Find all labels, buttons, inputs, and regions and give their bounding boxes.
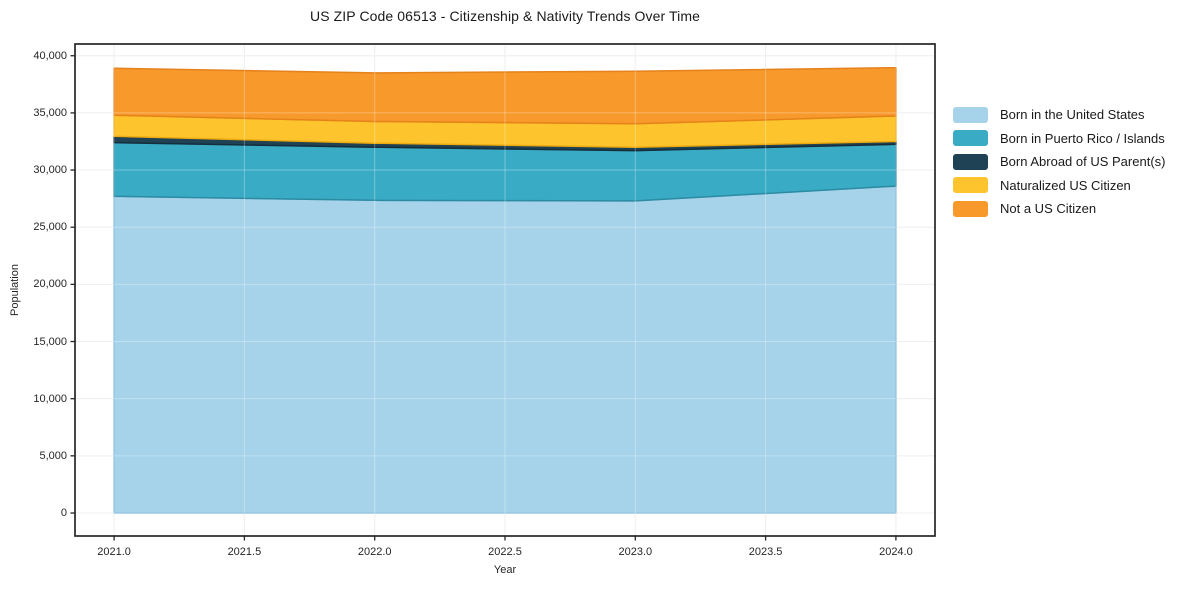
area-series-4 (113, 66, 897, 125)
chart-title: US ZIP Code 06513 - Citizenship & Nativi… (309, 8, 701, 24)
legend-item: Born Abroad of US Parent(s) (953, 150, 1165, 174)
legend-item: Not a US Citizen (953, 197, 1165, 221)
legend-label: Born in the United States (1000, 107, 1145, 123)
x-tick-label: 2021.5 (227, 546, 262, 558)
legend-label: Naturalized US Citizen (1000, 177, 1131, 193)
x-axis-label: Year (493, 564, 517, 576)
y-tick-label: 20,000 (33, 278, 67, 291)
legend-item: Born in Puerto Rico / Islands (953, 127, 1165, 151)
x-tick-label: 2024.0 (879, 546, 913, 558)
legend: Born in the United States Born in Puerto … (953, 103, 1165, 221)
y-tick-label: 25,000 (33, 221, 67, 234)
y-axis-label: Population (9, 264, 21, 316)
legend-swatch (953, 153, 988, 170)
legend-swatch (953, 200, 988, 217)
y-tick-label: 30,000 (33, 164, 67, 177)
x-tick-label: 2023.5 (748, 546, 783, 558)
legend-label: Born in Puerto Rico / Islands (1000, 130, 1165, 146)
x-tick-label: 2022.5 (488, 546, 522, 558)
legend-label: Not a US Citizen (1000, 201, 1097, 217)
legend-label: Born Abroad of US Parent(s) (1000, 154, 1166, 170)
x-tick-label: 2021.0 (97, 546, 131, 558)
legend-swatch (953, 177, 988, 194)
legend-item: Naturalized US Citizen (953, 174, 1165, 198)
x-tick-label: 2022.0 (357, 546, 392, 558)
y-tick-label: 35,000 (33, 106, 67, 119)
legend-swatch (953, 106, 988, 123)
legend-item: Born in the United States (953, 103, 1165, 127)
legend-swatch (953, 130, 988, 147)
x-tick-label: 2023.0 (618, 546, 653, 558)
y-tick-label: 10,000 (33, 392, 67, 405)
y-tick-label: 5,000 (39, 449, 67, 462)
y-tick-label: 40,000 (33, 49, 67, 62)
y-tick-label: 0 (60, 506, 67, 519)
y-tick-label: 15,000 (33, 335, 67, 348)
